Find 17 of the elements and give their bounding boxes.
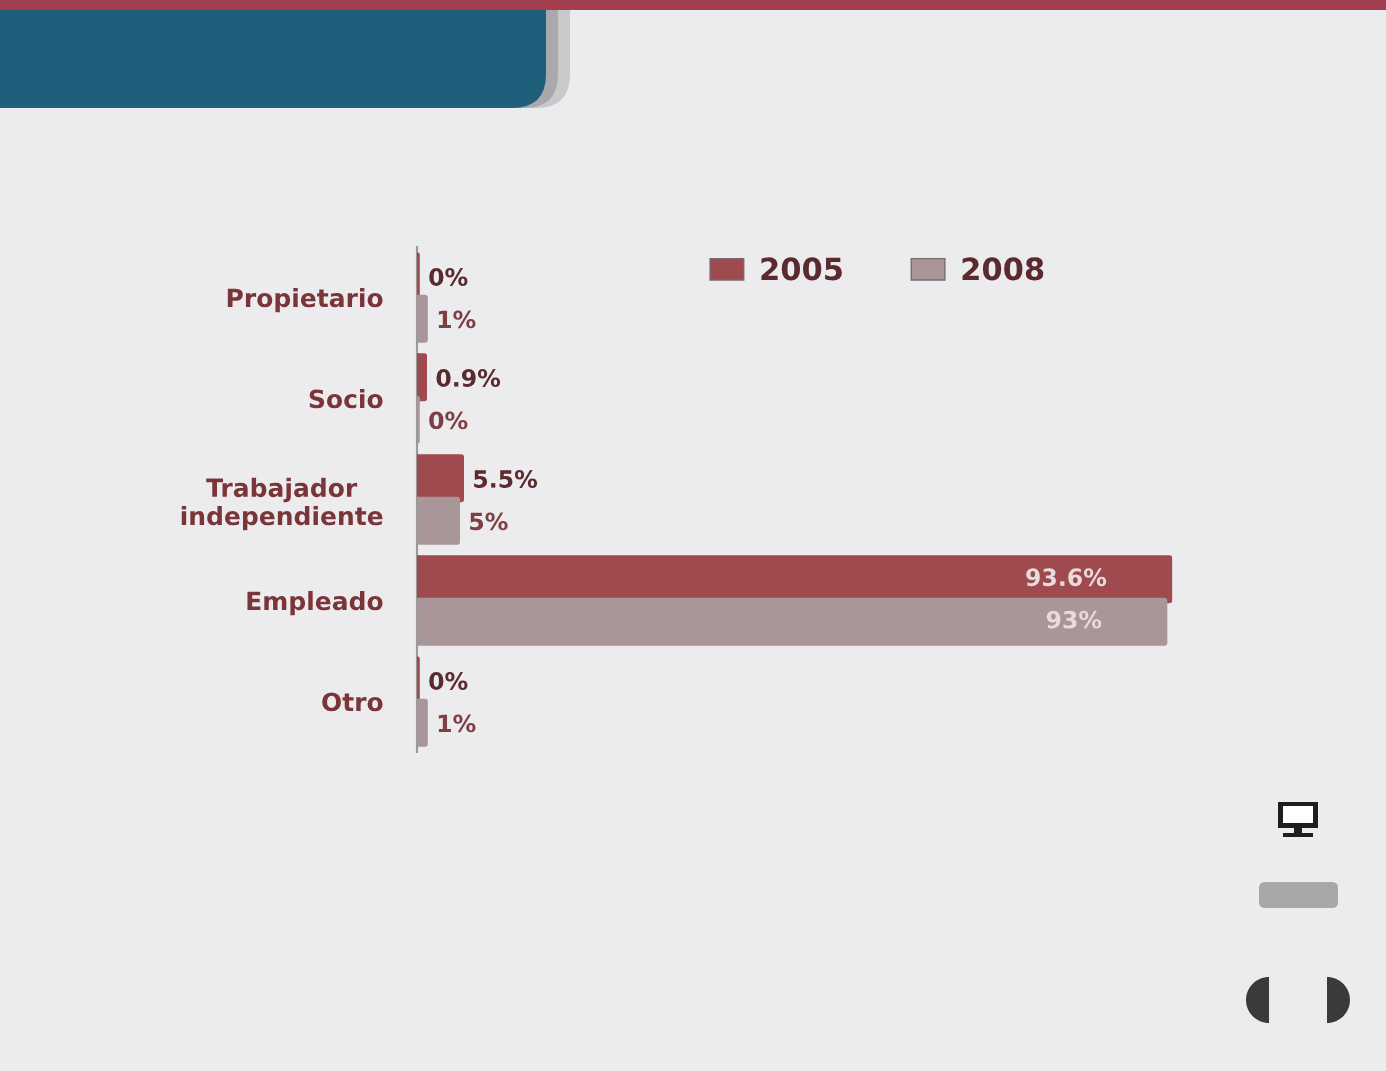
y-tick-label: Propietario	[227, 288, 383, 313]
legend-label: 2005	[761, 257, 842, 281]
data-label: 5.5%	[474, 470, 538, 488]
data-label: 0.9%	[436, 369, 501, 387]
y-tick-label: Trabajador independiente	[181, 477, 383, 531]
legend-label: 2008	[962, 257, 1044, 281]
y-tick-label: Socio	[309, 389, 383, 409]
y-tick-label: Otro	[322, 692, 383, 712]
data-label: 0%	[429, 411, 468, 430]
data-label: 0%	[429, 672, 468, 690]
data-label: 93.6%	[1026, 568, 1107, 587]
data-label: 5%	[470, 512, 508, 531]
y-tick-label: Empleado	[247, 591, 383, 616]
data-label: 1%	[438, 714, 476, 733]
data-label: 93%	[1046, 610, 1102, 629]
data-label: 0%	[429, 268, 468, 286]
data-label: 1%	[438, 310, 476, 329]
